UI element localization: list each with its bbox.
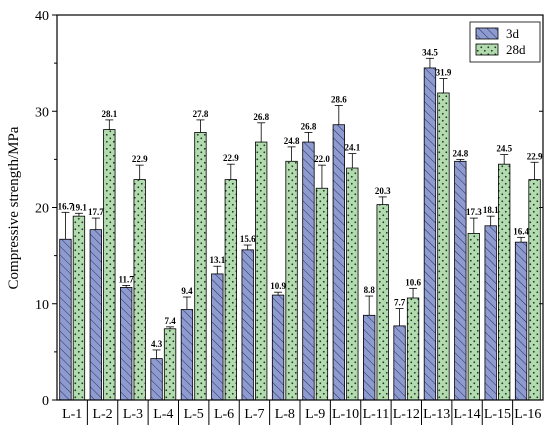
data-label-28d: 31.9	[436, 68, 452, 78]
data-label-28d: 28.1	[101, 109, 117, 119]
x-tick-label: L-9	[305, 407, 325, 422]
x-tick-label: L-1	[62, 407, 82, 422]
bar-28d	[72, 215, 86, 401]
data-label-3d: 10.9	[270, 281, 286, 291]
data-label-28d: 7.4	[164, 316, 176, 326]
x-tick-label: L-8	[275, 407, 295, 422]
x-tick-label: L-11	[363, 407, 390, 422]
data-label-3d: 26.8	[301, 121, 317, 131]
bar-28d	[315, 187, 329, 401]
data-label-3d: 9.4	[181, 286, 193, 296]
data-labels-group: 16.7 17.7 11.7 4.3 9.4 13.1 15.6 10.9 26.8 28.6 8.…	[58, 47, 543, 349]
data-label-3d: 34.5	[422, 47, 438, 57]
data-label-28d: 26.8	[253, 112, 269, 122]
x-tick-label: L-16	[514, 407, 541, 422]
legend-swatch-3d	[475, 27, 499, 40]
bar-28d	[163, 328, 177, 401]
x-tick-label: L-6	[214, 407, 234, 422]
data-label-28d: 22.0	[314, 154, 330, 164]
bar-28d	[467, 233, 480, 401]
y-tick-label: 40	[35, 9, 49, 24]
legend-label-28d: 28d	[506, 42, 526, 57]
bar-28d	[224, 179, 237, 401]
bar-28d	[376, 204, 389, 401]
bar-3d	[59, 238, 72, 401]
bar-3d	[120, 286, 133, 401]
x-tick-label: L-12	[393, 407, 420, 422]
data-label-3d: 15.6	[240, 234, 256, 244]
bar-3d	[423, 67, 437, 401]
x-tick-label: L-14	[453, 407, 480, 422]
bar-3d	[241, 249, 254, 401]
data-label-3d: 17.7	[88, 207, 104, 217]
bar-3d	[180, 309, 194, 401]
x-tick-label: L-5	[184, 407, 204, 422]
bar-3d	[150, 358, 163, 401]
bar-28d	[437, 92, 450, 401]
bar-3d	[89, 229, 102, 401]
data-label-3d: 4.3	[151, 339, 163, 349]
data-label-3d: 24.8	[452, 148, 468, 158]
data-label-28d: 24.5	[496, 144, 512, 154]
data-label-3d: 8.8	[364, 285, 376, 295]
data-label-28d: 22.9	[223, 153, 239, 163]
y-tick-label: 30	[35, 105, 49, 120]
bar-3d	[332, 124, 345, 401]
data-label-3d: 13.1	[209, 255, 225, 265]
x-tick-label: L-2	[92, 407, 112, 422]
data-label-28d: 24.1	[344, 143, 360, 153]
data-label-28d: 22.9	[132, 154, 148, 164]
data-label-28d: 19.1	[71, 202, 87, 212]
bar-28d	[133, 179, 146, 401]
bar-3d	[302, 141, 315, 401]
data-label-3d: 18.1	[483, 205, 499, 215]
data-label-28d: 27.8	[193, 109, 209, 119]
x-tick-label: L-10	[332, 407, 359, 422]
x-tick-label: L-7	[244, 407, 264, 422]
bar-28d	[498, 163, 511, 401]
data-label-3d: 16.7	[58, 201, 74, 211]
x-tick-label: L-4	[153, 407, 173, 422]
data-label-3d: 28.6	[331, 94, 347, 104]
legend-swatch-28d	[475, 43, 499, 56]
bar-3d	[484, 225, 497, 401]
bar-28d	[285, 160, 298, 401]
y-axis-title: Compressive strength/MPa	[6, 126, 22, 289]
data-label-28d: 22.9	[527, 151, 543, 161]
data-label-3d: 7.7	[394, 298, 406, 308]
bar-3d	[454, 160, 467, 401]
axes-group: 0 10 20 30 40 L-1 L-2 L-3 L-4 L-5 L-6 L-7 L-8 L-9 L-10…	[35, 9, 544, 425]
bar-3d	[514, 241, 528, 401]
bar-28d	[406, 297, 420, 401]
y-tick-label: 10	[35, 298, 49, 313]
data-label-28d: 17.3	[466, 207, 482, 217]
y-tick-label: 0	[42, 394, 49, 409]
bar-28d	[528, 179, 541, 401]
bar-28d	[255, 141, 268, 401]
bar-28d	[346, 167, 359, 401]
x-tick-label: L-15	[484, 407, 511, 422]
x-tick-label: L-3	[123, 407, 143, 422]
y-tick-label: 20	[35, 202, 49, 217]
x-tick-label: L-13	[423, 407, 450, 422]
bar-28d	[194, 132, 207, 401]
bar-28d	[103, 129, 116, 401]
data-label-3d: 16.4	[513, 226, 529, 236]
data-label-3d: 11.7	[119, 274, 135, 284]
bar-3d	[363, 314, 376, 401]
data-label-28d: 20.3	[375, 186, 391, 196]
bars-group	[59, 57, 541, 401]
bar-3d	[211, 273, 224, 401]
data-label-28d: 24.8	[284, 136, 300, 146]
legend-label-3d: 3d	[506, 26, 520, 41]
bar-3d	[271, 294, 285, 401]
bar-3d	[393, 325, 406, 401]
data-label-28d: 10.6	[405, 277, 421, 287]
